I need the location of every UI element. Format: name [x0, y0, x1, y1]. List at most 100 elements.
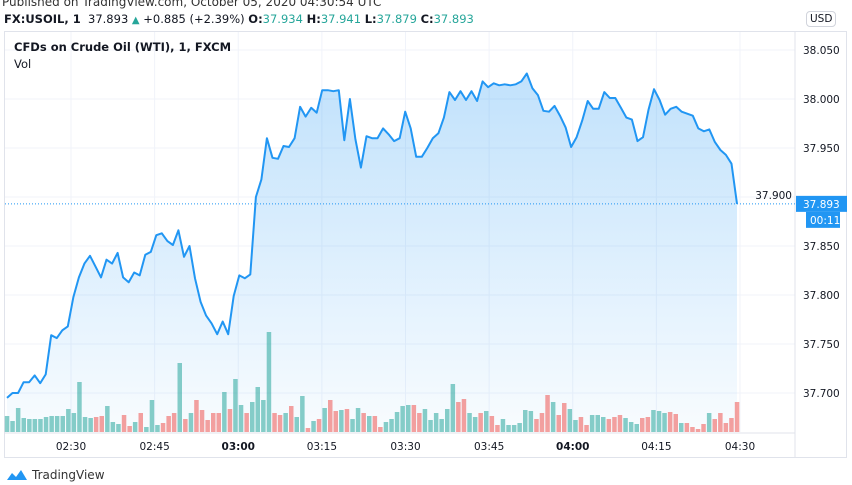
- time-tick-label: 04:15: [641, 441, 671, 453]
- volume-bar: [517, 423, 522, 432]
- volume-bar: [673, 414, 678, 432]
- volume-bar: [233, 379, 238, 432]
- volume-bar: [422, 409, 428, 432]
- volume-bar: [634, 424, 639, 432]
- volume-bar: [601, 417, 606, 432]
- volume-bar: [328, 400, 333, 432]
- volume-bar: [211, 413, 216, 432]
- volume-bar: [406, 405, 411, 432]
- volume-bar: [54, 416, 60, 432]
- volume-bar: [378, 427, 383, 432]
- volume-bar: [433, 413, 439, 432]
- footer-brand-label: TradingView: [32, 468, 105, 482]
- time-tick-label: 03:00: [222, 441, 255, 453]
- volume-bar: [110, 422, 116, 432]
- volume-bar: [640, 418, 645, 432]
- volume-bar: [244, 413, 249, 432]
- volume-bar: [60, 416, 65, 432]
- volume-bar: [43, 417, 49, 432]
- volume-bar: [300, 396, 305, 432]
- volume-bar: [667, 412, 673, 432]
- price-tick-label: 37.900: [755, 190, 792, 202]
- volume-bar: [21, 418, 26, 432]
- volume-bar: [199, 410, 205, 432]
- volume-bar: [49, 416, 54, 432]
- volume-bar: [573, 420, 578, 432]
- volume-bar: [255, 387, 260, 432]
- last-price-tag-label: 37.893: [803, 199, 840, 211]
- volume-bar: [478, 413, 483, 432]
- volume-bar: [411, 405, 417, 432]
- price-tick-label: 37.700: [803, 388, 840, 400]
- last-price-tag: [796, 195, 847, 212]
- volume-bar: [567, 409, 573, 432]
- volume-bar: [121, 415, 127, 432]
- volume-bar: [595, 415, 600, 432]
- volume-bar: [550, 402, 556, 432]
- volume-bar: [684, 423, 690, 432]
- volume-bar: [311, 421, 316, 432]
- volume-bar: [445, 409, 450, 432]
- volume-bar: [656, 411, 662, 432]
- time-tick-label: 02:45: [139, 441, 169, 453]
- volume-bar: [556, 415, 561, 432]
- volume-bar: [562, 403, 567, 432]
- volume-bar: [283, 413, 288, 432]
- close-label: C:: [420, 12, 434, 26]
- volume-bar: [132, 422, 138, 432]
- volume-bar: [305, 428, 311, 432]
- volume-bar: [389, 419, 394, 432]
- symbol-info-line: FX:USOIL, 1 37.893 ▲ +0.885 (+2.39%) O:3…: [4, 12, 474, 26]
- volume-bar: [188, 413, 194, 432]
- volume-bar: [372, 416, 378, 432]
- high-value: 37.941: [320, 12, 362, 26]
- countdown-tag: [806, 211, 840, 228]
- volume-bar: [706, 413, 712, 432]
- volume-bar: [289, 406, 294, 432]
- currency-button[interactable]: USD: [806, 11, 837, 27]
- volume-bar: [82, 417, 88, 432]
- volume-bar: [367, 416, 372, 432]
- volume-bar: [450, 384, 456, 432]
- volume-bar: [272, 413, 277, 432]
- volume-bar: [695, 429, 701, 432]
- volume-bar: [612, 417, 617, 432]
- volume-bar: [606, 419, 612, 432]
- volume-bar: [138, 413, 143, 432]
- volume-bar: [528, 411, 534, 432]
- volume-bar: [534, 419, 539, 432]
- volume-bar: [266, 332, 272, 432]
- time-tick-label: 03:30: [390, 441, 420, 453]
- volume-bar: [238, 405, 244, 432]
- footer-brand[interactable]: TradingView: [6, 468, 105, 482]
- volume-bar: [712, 419, 717, 432]
- chart-panel[interactable]: [4, 31, 847, 458]
- volume-bar: [523, 410, 528, 432]
- volume-bar: [344, 409, 350, 432]
- volume-bar: [394, 412, 400, 432]
- open-label: O:: [248, 12, 263, 26]
- price-change: +0.885 (+2.39%): [143, 12, 245, 26]
- time-tick-label: 03:15: [307, 441, 337, 453]
- time-tick-label: 03:45: [474, 441, 504, 453]
- chart-title: CFDs on Crude Oil (WTI), 1, FXCM: [14, 40, 232, 54]
- volume-bar: [578, 417, 584, 432]
- low-value: 37.879: [376, 12, 417, 26]
- symbol-name[interactable]: FX:USOIL, 1: [4, 12, 81, 26]
- volume-bar: [166, 416, 171, 432]
- volume-bar: [361, 413, 366, 432]
- volume-bar: [32, 419, 38, 432]
- volume-bar: [500, 419, 506, 432]
- volume-bar: [149, 400, 155, 432]
- volume-bar: [155, 425, 160, 432]
- volume-bar: [4, 416, 10, 432]
- volume-bar: [718, 413, 723, 432]
- volume-bar: [589, 415, 595, 432]
- volume-bar: [355, 408, 361, 432]
- price-tick-label: 37.950: [803, 143, 840, 155]
- volume-bar: [584, 425, 589, 432]
- volume-bar: [261, 400, 266, 432]
- volume-bar: [77, 382, 82, 432]
- volume-bar: [333, 411, 338, 432]
